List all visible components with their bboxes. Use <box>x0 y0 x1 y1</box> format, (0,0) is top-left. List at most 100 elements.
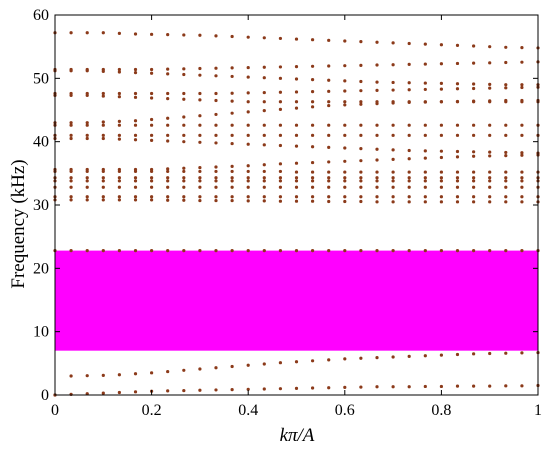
data-point <box>391 249 395 253</box>
data-point <box>166 116 170 120</box>
data-point <box>327 78 331 82</box>
data-point <box>375 185 379 189</box>
data-point <box>407 157 411 161</box>
data-point <box>455 384 460 388</box>
data-point <box>214 91 218 96</box>
data-point <box>230 91 234 95</box>
data-point <box>133 198 138 202</box>
data-point <box>504 200 508 204</box>
data-point <box>69 249 73 253</box>
data-point <box>472 123 476 127</box>
data-point <box>117 133 121 137</box>
data-point <box>246 179 250 183</box>
data-point <box>504 83 508 87</box>
data-point <box>69 136 73 141</box>
data-point <box>407 100 411 104</box>
data-point <box>198 140 202 144</box>
data-point <box>439 176 443 180</box>
data-point <box>133 176 138 180</box>
data-point <box>198 388 202 392</box>
data-point <box>310 199 315 203</box>
data-point <box>488 195 492 199</box>
data-point <box>166 167 170 171</box>
data-point <box>117 70 121 74</box>
data-point <box>472 384 476 388</box>
data-point <box>246 110 250 114</box>
data-point <box>504 154 508 158</box>
data-point <box>230 141 234 146</box>
data-point <box>455 352 460 357</box>
data-point <box>391 355 395 359</box>
data-point <box>375 147 379 151</box>
data-point <box>278 185 283 189</box>
data-point <box>439 353 443 357</box>
data-point <box>85 249 89 253</box>
data-point <box>504 86 508 90</box>
data-point <box>391 88 395 92</box>
data-point <box>278 179 283 183</box>
data-point <box>359 385 363 389</box>
data-point <box>455 123 460 127</box>
data-point <box>391 185 395 189</box>
data-point <box>182 123 186 127</box>
data-point <box>391 170 395 174</box>
data-point <box>278 249 283 253</box>
data-point <box>439 384 443 389</box>
data-point <box>488 170 492 174</box>
data-point <box>343 133 347 137</box>
data-point <box>488 61 492 65</box>
data-point <box>375 80 379 84</box>
data-point <box>117 119 121 123</box>
data-point <box>327 185 331 189</box>
data-point <box>262 169 266 174</box>
data-point <box>262 100 266 104</box>
data-point <box>214 66 218 70</box>
data-point <box>439 155 443 160</box>
data-point <box>407 148 411 153</box>
data-point <box>359 170 363 174</box>
data-point <box>520 176 524 180</box>
data-point <box>488 154 492 158</box>
data-point <box>294 123 299 127</box>
data-point <box>359 147 363 151</box>
data-point <box>117 167 121 172</box>
data-point <box>327 100 331 104</box>
data-point <box>150 117 154 122</box>
data-point <box>455 179 460 183</box>
data-point <box>133 95 138 99</box>
data-point <box>182 388 186 393</box>
data-point <box>407 41 411 46</box>
data-point <box>214 123 218 127</box>
data-point <box>166 91 170 96</box>
data-point <box>101 31 105 35</box>
data-point <box>359 123 363 127</box>
data-point <box>150 32 154 36</box>
data-point <box>133 167 138 172</box>
data-point <box>85 31 89 35</box>
data-point <box>166 179 170 183</box>
data-point <box>439 195 443 199</box>
data-point <box>375 170 379 174</box>
data-point <box>455 100 460 104</box>
data-point <box>327 179 331 183</box>
data-point <box>343 64 347 68</box>
data-point <box>407 185 411 189</box>
data-point <box>294 386 299 390</box>
data-point <box>214 34 218 38</box>
data-point <box>343 170 347 174</box>
data-point <box>455 43 460 48</box>
data-point <box>198 114 202 118</box>
data-point <box>472 176 476 180</box>
data-point <box>262 387 266 391</box>
data-point <box>133 71 138 75</box>
data-point <box>166 139 170 143</box>
data-point <box>182 72 186 77</box>
data-point <box>455 195 460 199</box>
data-point <box>246 65 250 70</box>
data-point <box>310 100 315 104</box>
data-point <box>310 133 315 137</box>
data-point <box>455 176 460 180</box>
data-point <box>117 195 121 199</box>
data-point <box>504 176 508 180</box>
data-point <box>343 249 347 253</box>
